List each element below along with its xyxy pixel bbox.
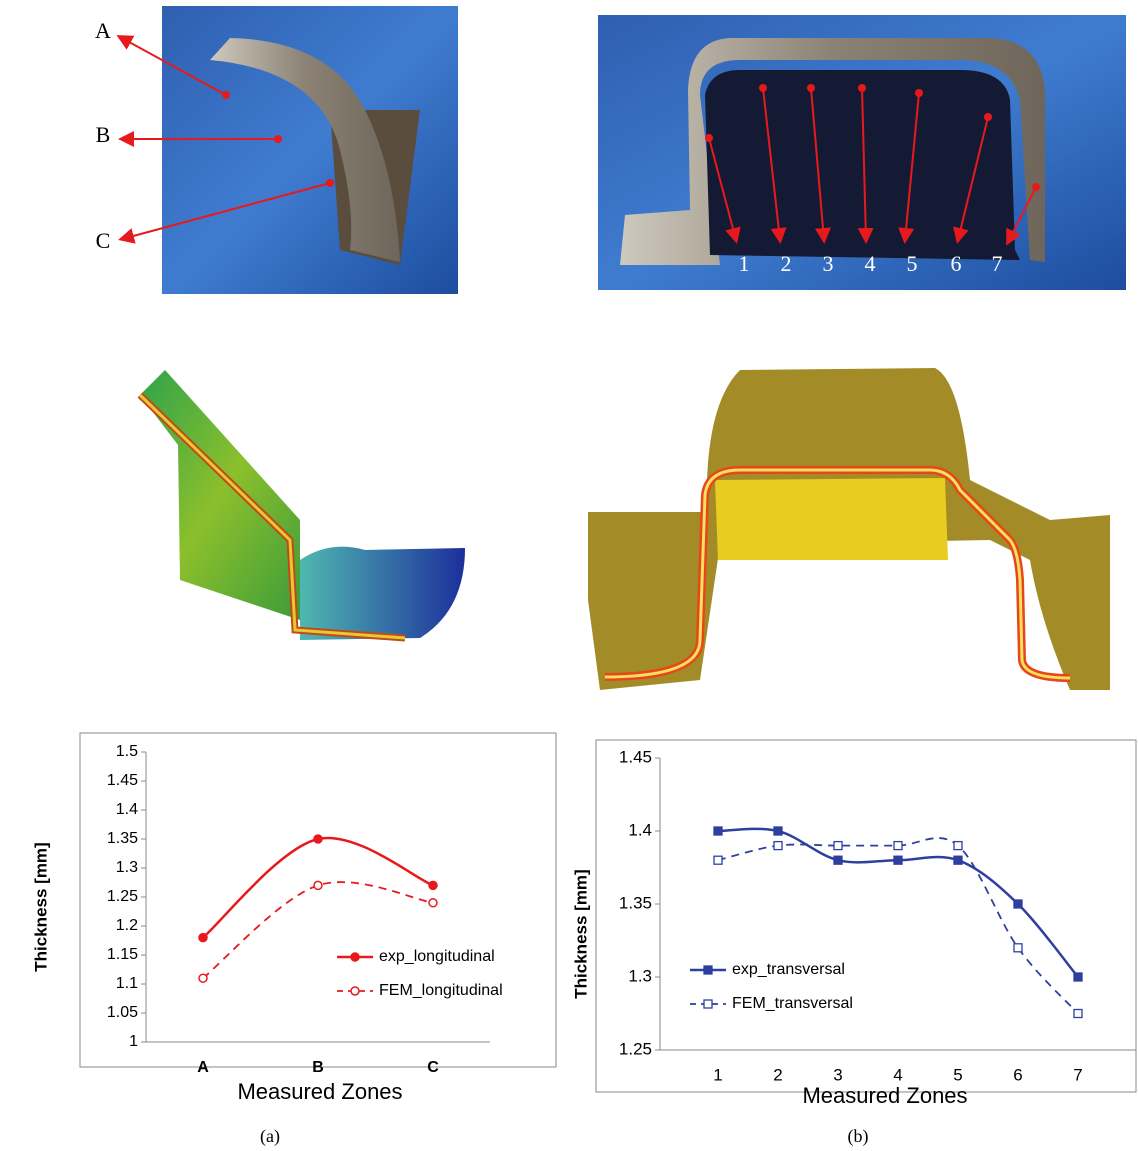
data-point	[834, 856, 842, 864]
x-tick-label: 3	[833, 1065, 842, 1084]
data-point	[1014, 944, 1022, 952]
x-tick-label: A	[197, 1059, 209, 1076]
y-tick-label: 1.1	[116, 975, 138, 992]
legend-marker	[704, 966, 712, 974]
legend-label: exp_longitudinal	[379, 948, 495, 965]
series-line	[718, 829, 1078, 977]
data-point	[894, 842, 902, 850]
data-point	[199, 974, 207, 982]
x-tick-label: 4	[893, 1065, 902, 1084]
fem-longitudinal	[140, 370, 465, 640]
legend-marker	[351, 987, 359, 995]
photo-label: 7	[992, 251, 1003, 276]
x-axis-title: Measured Zones	[802, 1083, 967, 1108]
data-point	[774, 827, 782, 835]
legend-label: exp_transversal	[732, 961, 845, 978]
x-tick-label: 7	[1073, 1065, 1082, 1084]
y-tick-label: 1.35	[107, 830, 138, 847]
y-axis-title: Thickness [mm]	[571, 869, 590, 998]
fem-transversal	[588, 368, 1110, 690]
figure: A B C 1 2 3 4 5 6 7 (a) (b) 1	[0, 0, 1138, 1151]
data-point	[714, 856, 722, 864]
data-point	[1074, 973, 1082, 981]
y-tick-label: 1.25	[619, 1039, 652, 1058]
data-point	[1074, 1010, 1082, 1018]
y-tick-label: 1.45	[107, 772, 138, 789]
photo-transversal: 1 2 3 4 5 6 7	[598, 15, 1126, 290]
data-point	[894, 856, 902, 864]
y-tick-label: 1.3	[116, 859, 138, 876]
y-tick-label: 1.35	[619, 893, 652, 912]
photo-label: 4	[865, 251, 876, 276]
legend-label: FEM_longitudinal	[379, 982, 503, 999]
x-tick-label: 2	[773, 1065, 782, 1084]
y-tick-label: 1.5	[116, 743, 138, 760]
data-point	[1014, 900, 1022, 908]
data-point	[714, 827, 722, 835]
y-tick-label: 1.4	[116, 801, 138, 818]
data-point	[199, 934, 207, 942]
y-tick-label: 1.05	[107, 1004, 138, 1021]
legend-marker	[351, 953, 359, 961]
y-tick-label: 1.25	[107, 888, 138, 905]
y-axis-title: Thickness [mm]	[31, 842, 50, 971]
x-axis-title: Measured Zones	[237, 1079, 402, 1104]
y-tick-label: 1.4	[628, 820, 652, 839]
photo-label: A	[95, 18, 111, 43]
y-tick-label: 1.3	[628, 966, 652, 985]
photo-label: 5	[907, 251, 918, 276]
data-point	[774, 842, 782, 850]
data-point	[314, 835, 322, 843]
x-tick-label: 1	[713, 1065, 722, 1084]
caption: (a)	[260, 1126, 280, 1147]
photo-label: B	[96, 122, 111, 147]
y-tick-label: 1.2	[116, 917, 138, 934]
chart-frame	[80, 733, 556, 1067]
photo-label: 1	[739, 251, 750, 276]
photo-label: 6	[951, 251, 962, 276]
legend-marker	[704, 1000, 712, 1008]
x-tick-label: 5	[953, 1065, 962, 1084]
data-point	[834, 842, 842, 850]
y-tick-label: 1.15	[107, 946, 138, 963]
caption: (b)	[848, 1126, 869, 1147]
chart-frame	[596, 740, 1136, 1092]
x-tick-label: B	[312, 1059, 324, 1076]
photo-label: C	[96, 228, 111, 253]
data-point	[314, 881, 322, 889]
y-tick-label: 1.45	[619, 747, 652, 766]
legend-label: FEM_transversal	[732, 995, 853, 1012]
photo-label: 3	[823, 251, 834, 276]
data-point	[429, 881, 437, 889]
y-tick-label: 1	[129, 1033, 138, 1050]
data-point	[954, 856, 962, 864]
photo-label: 2	[781, 251, 792, 276]
x-tick-label: 6	[1013, 1065, 1022, 1084]
x-tick-label: C	[427, 1059, 439, 1076]
data-point	[429, 899, 437, 907]
photo-longitudinal: A B C	[95, 6, 458, 294]
data-point	[954, 842, 962, 850]
